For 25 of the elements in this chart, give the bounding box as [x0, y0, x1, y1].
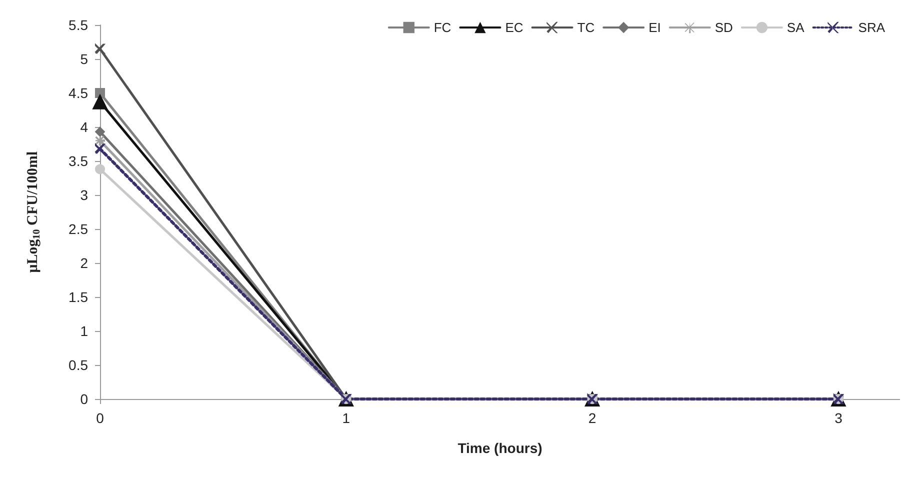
y-tick-label: 1: [80, 323, 88, 339]
y-tick-label: 5.5: [68, 17, 88, 33]
legend-label: SA: [786, 20, 805, 35]
y-tick-label: 2.5: [68, 221, 88, 237]
legend-label: SD: [714, 20, 733, 35]
x-tick-label: 2: [588, 410, 596, 426]
y-tick-label: 2: [80, 255, 88, 271]
y-tick-label: 3: [80, 187, 88, 203]
legend-label: TC: [577, 20, 595, 35]
y-tick-label: 4: [80, 119, 88, 135]
legend-label: EI: [648, 20, 661, 35]
x-tick-label: 0: [96, 410, 104, 426]
y-tick-label: 3.5: [68, 153, 88, 169]
x-axis-title: Time (hours): [458, 440, 542, 456]
legend-label: SRA: [858, 20, 886, 35]
y-tick-label: 5: [80, 51, 88, 67]
y-tick-label: 0: [80, 391, 88, 407]
y-axis-title: μLog10 CFU/100ml: [25, 151, 42, 273]
x-tick-label: 3: [834, 410, 843, 426]
legend-label: FC: [434, 20, 452, 35]
legend-label: EC: [505, 20, 524, 35]
y-tick-label: 1.5: [68, 289, 88, 305]
y-tick-label: 4.5: [68, 85, 88, 101]
y-tick-label: 0.5: [68, 357, 88, 373]
x-tick-label: 1: [342, 410, 350, 426]
